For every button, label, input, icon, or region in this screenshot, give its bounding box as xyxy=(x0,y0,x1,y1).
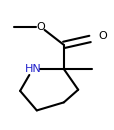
Text: HN: HN xyxy=(24,64,41,74)
Text: O: O xyxy=(36,22,45,32)
Text: O: O xyxy=(97,31,106,41)
